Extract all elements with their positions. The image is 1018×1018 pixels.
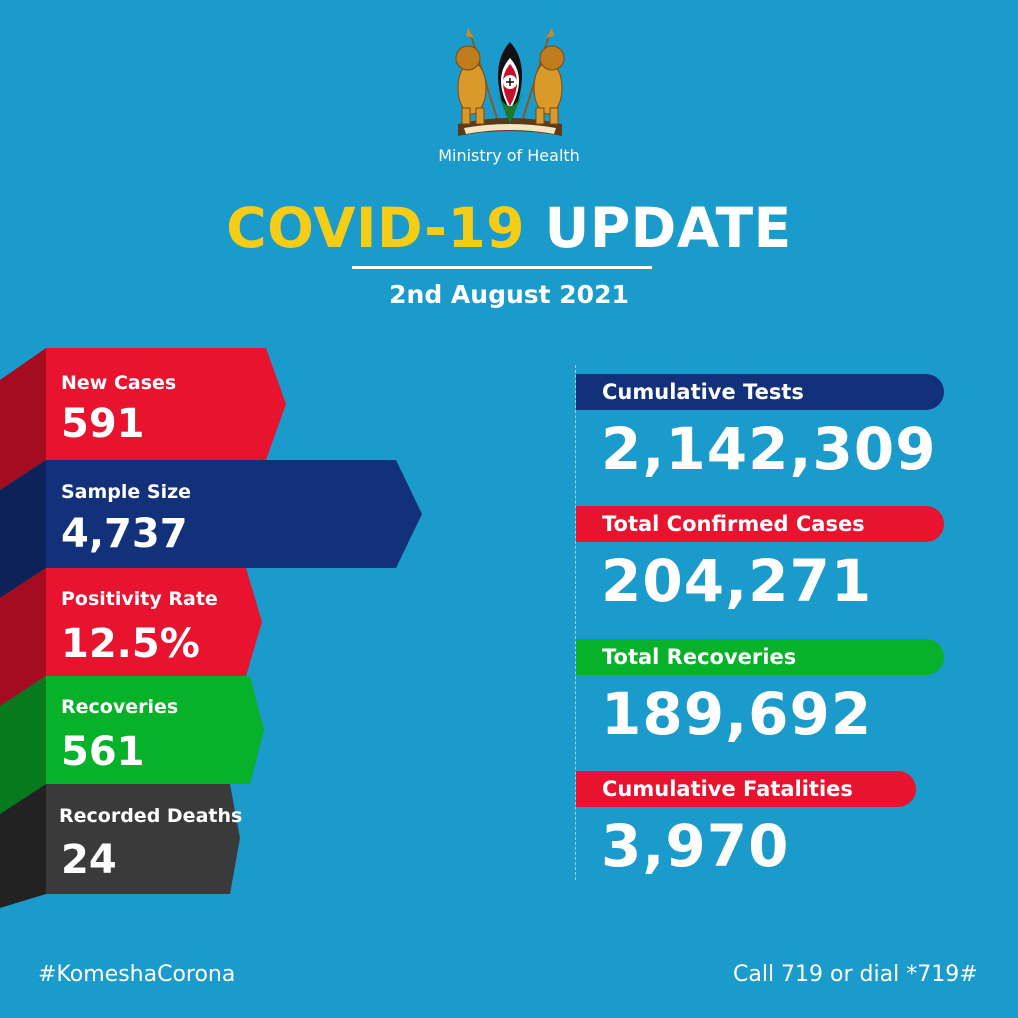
daily-value: 24 (61, 837, 117, 883)
title-covid19: COVID-19 (226, 196, 526, 260)
fold-new-cases (0, 348, 46, 490)
ministry-name: Ministry of Health (438, 146, 580, 165)
page-title: COVID-19 UPDATE (0, 196, 1018, 260)
ribbon-deaths (46, 784, 240, 894)
update-date: 2nd August 2021 (389, 280, 629, 309)
title-update: UPDATE (544, 196, 792, 260)
cumulative-label: Total Recoveries (576, 639, 944, 675)
daily-ribbons: New Cases 591 Sample Size 4,737 Positivi… (0, 348, 422, 908)
daily-label: Recorded Deaths (59, 805, 242, 827)
fold-positivity (0, 568, 46, 706)
fold-sample-size (0, 460, 46, 598)
cumulative-value: 204,271 (601, 547, 873, 615)
daily-value: 591 (61, 401, 145, 447)
daily-label: New Cases (61, 372, 176, 394)
cumulative-value: 3,970 (601, 812, 790, 880)
cumulative-label: Cumulative Fatalities (576, 771, 916, 807)
fold-deaths (0, 784, 46, 908)
column-divider (575, 365, 576, 880)
fold-recoveries (0, 676, 46, 814)
call-info: Call 719 or dial *719# (733, 962, 978, 987)
cumulative-value: 189,692 (601, 680, 873, 748)
cumulative-label: Cumulative Tests (576, 374, 944, 410)
daily-value: 561 (61, 729, 145, 775)
daily-label: Recoveries (61, 696, 178, 718)
ribbon-positivity (46, 568, 262, 676)
daily-value: 4,737 (61, 511, 188, 557)
ribbon-new-cases (46, 348, 286, 460)
cumulative-value: 2,142,309 (601, 415, 937, 483)
daily-label: Positivity Rate (61, 588, 218, 610)
ribbon-sample-size (46, 460, 422, 568)
coat-of-arms-icon (455, 28, 565, 136)
ribbon-recoveries (46, 676, 264, 784)
title-underline (352, 266, 652, 269)
daily-label: Sample Size (61, 481, 191, 503)
cumulative-label: Total Confirmed Cases (576, 506, 944, 542)
daily-value: 12.5% (61, 621, 200, 667)
hashtag: #KomeshaCorona (38, 962, 236, 987)
